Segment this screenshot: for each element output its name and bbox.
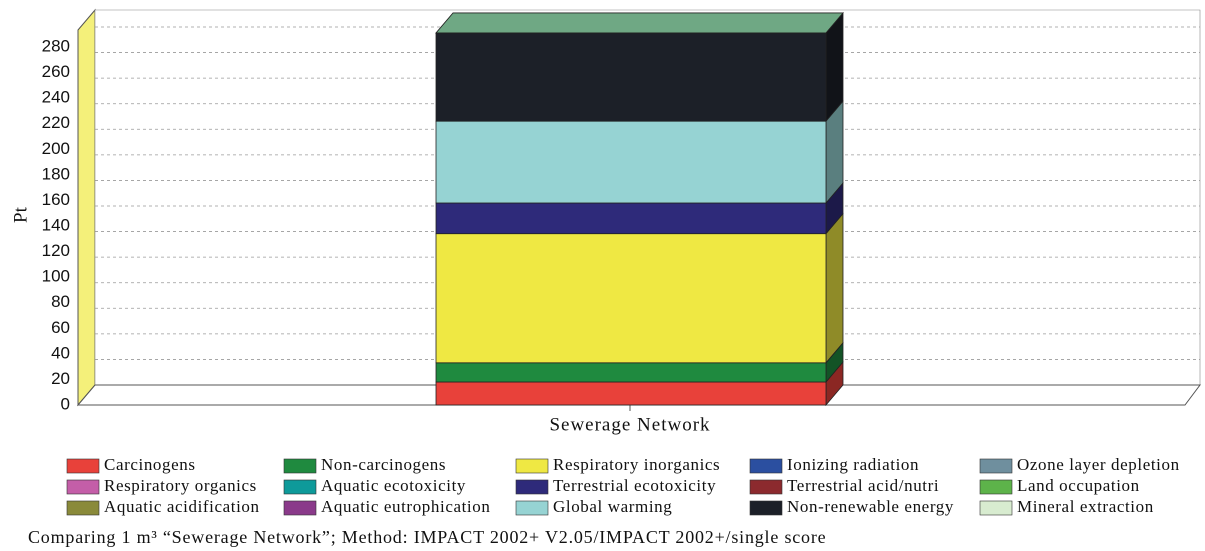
legend-swatch	[66, 500, 100, 516]
legend-swatch	[515, 500, 549, 516]
legend-swatch	[979, 479, 1013, 495]
x-tick-label: Sewerage Network	[549, 414, 710, 435]
bar-segment	[435, 32, 827, 122]
legend-label: Non-renewable energy	[787, 497, 954, 516]
y-tick-label: 0	[61, 394, 70, 413]
legend-label: Land occupation	[1017, 476, 1140, 495]
legend-label: Respiratory organics	[104, 476, 257, 495]
y-tick-label: 200	[42, 139, 70, 158]
bar-segment	[435, 202, 827, 235]
y-axis-label: Pt	[10, 206, 31, 223]
y-tick-label: 120	[42, 241, 70, 260]
bar-segment	[435, 120, 827, 204]
y-tick-label: 20	[51, 369, 70, 388]
y-tick-label: 60	[51, 318, 70, 337]
legend-label: Ozone layer depletion	[1017, 455, 1180, 474]
bar-top	[435, 12, 844, 34]
legend-label: Mineral extraction	[1017, 497, 1154, 516]
y-tick-label: 240	[42, 88, 70, 107]
legend-label: Respiratory inorganics	[553, 455, 720, 474]
legend-swatch	[979, 500, 1013, 516]
legend-swatch	[66, 458, 100, 474]
side-wall	[77, 8, 96, 407]
y-tick-label: 140	[42, 215, 70, 234]
legend-label: Ionizing radiation	[787, 455, 919, 474]
bar-segment	[435, 362, 827, 383]
y-tick-label: 280	[42, 36, 70, 55]
legend-label: Aquatic eutrophication	[321, 497, 490, 516]
legend-swatch	[283, 479, 317, 495]
bar-segment	[435, 233, 827, 364]
y-tick-label: 100	[42, 267, 70, 286]
legend-label: Carcinogens	[104, 455, 196, 474]
legend-swatch	[283, 458, 317, 474]
legend-label: Terrestrial ecotoxicity	[553, 476, 716, 495]
legend-label: Terrestrial acid/nutri	[787, 476, 939, 495]
y-tick-label: 160	[42, 190, 70, 209]
legend-swatch	[749, 458, 783, 474]
bar-segment	[435, 381, 827, 406]
legend-swatch	[515, 458, 549, 474]
y-tick-label: 220	[42, 113, 70, 132]
legend-swatch	[66, 479, 100, 495]
y-tick-label: 260	[42, 62, 70, 81]
legend-swatch	[979, 458, 1013, 474]
caption: Comparing 1 m³ “Sewerage Network”; Metho…	[28, 527, 826, 547]
y-tick-label: 80	[51, 292, 70, 311]
legend-label: Aquatic acidification	[104, 497, 260, 516]
legend-label: Global warming	[553, 497, 672, 516]
bar-side	[825, 212, 844, 364]
legend-swatch	[283, 500, 317, 516]
legend-swatch	[749, 500, 783, 516]
y-tick-label: 40	[51, 343, 70, 362]
y-tick-label: 180	[42, 164, 70, 183]
legend-swatch	[515, 479, 549, 495]
legend-label: Aquatic ecotoxicity	[321, 476, 466, 495]
legend-swatch	[749, 479, 783, 495]
legend-label: Non-carcinogens	[321, 455, 446, 474]
